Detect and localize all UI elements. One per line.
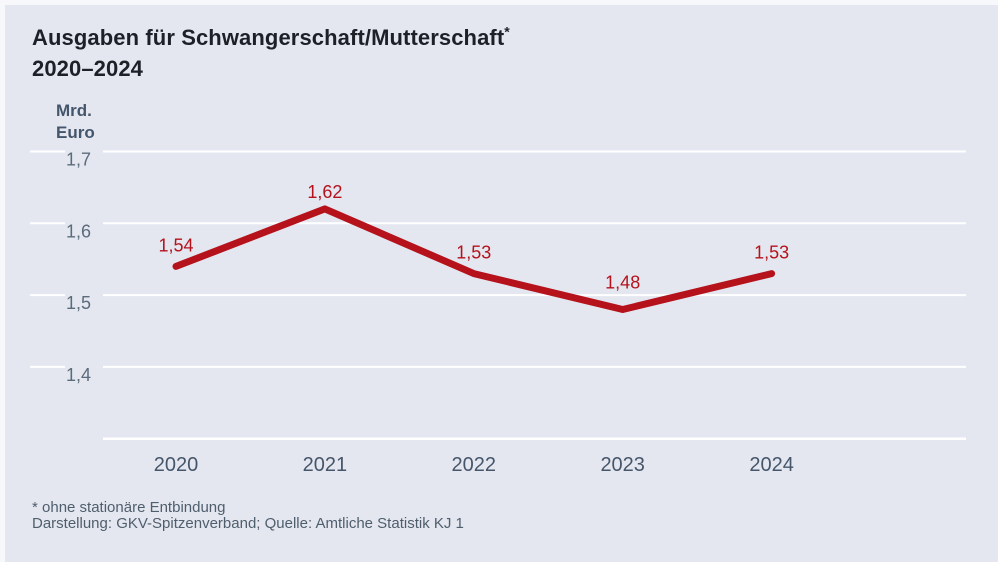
chart-title-text: Ausgaben für Schwangerschaft/Mutterschaf… [32, 25, 505, 50]
series-line [172, 205, 776, 313]
y-axis-tick-label: 1,7 [66, 150, 91, 170]
x-axis-label: 2021 [303, 454, 348, 476]
chart-footer: * ohne stationäre Entbindung Darstellung… [32, 500, 464, 532]
footnote-marker: * [504, 23, 510, 40]
footnote-text: * ohne stationäre Entbindung [32, 499, 226, 516]
source-text: Darstellung: GKV-Spitzenverband; Quelle:… [32, 515, 464, 532]
chart-title-line2: 2020–2024 [32, 56, 144, 81]
y-axis-unit-line1: Mrd. [56, 101, 92, 120]
data-point-label: 1,54 [158, 235, 193, 255]
y-axis-tick-label: 1,5 [66, 293, 91, 313]
chart-title-line1: Ausgaben für Schwangerschaft/Mutterschaf… [32, 22, 510, 53]
x-axis-label: 2024 [749, 454, 794, 476]
x-axis-label: 2020 [154, 454, 199, 476]
y-axis-unit-line2: Euro [56, 123, 95, 142]
x-axis-label: 2022 [452, 454, 497, 476]
y-axis-tick-label: 1,6 [66, 221, 91, 241]
chart-title: Ausgaben für Schwangerschaft/Mutterschaf… [32, 22, 510, 84]
y-axis-tick-label: 1,4 [66, 365, 91, 385]
y-axis-unit-label: Mrd. Euro [56, 100, 95, 144]
data-point-label: 1,62 [307, 182, 342, 202]
data-point-label: 1,53 [754, 243, 789, 263]
data-point-label: 1,48 [605, 272, 640, 292]
data-point-label: 1,53 [456, 243, 491, 263]
x-axis-label: 2023 [600, 454, 645, 476]
